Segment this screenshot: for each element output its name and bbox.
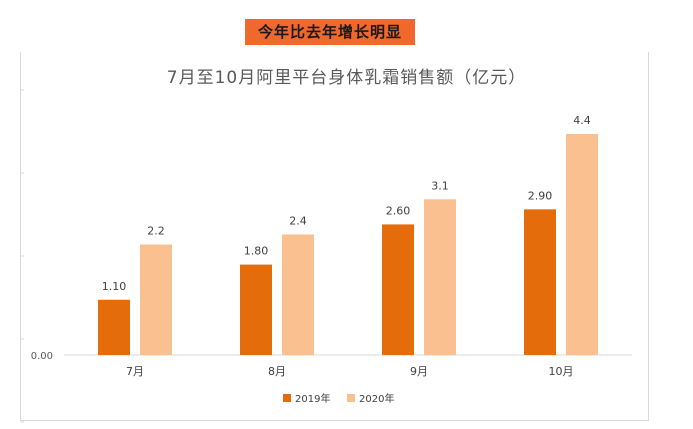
bar-2020-3 bbox=[566, 134, 598, 355]
headline-banner: 今年比去年增长明显 bbox=[245, 19, 415, 45]
data-label: 4.4 bbox=[573, 114, 591, 127]
category-label: 10月 bbox=[549, 365, 574, 378]
data-label: 3.1 bbox=[431, 179, 449, 192]
category-labels: 7月 8月 9月 10月 bbox=[126, 365, 574, 378]
bar-2020-2 bbox=[424, 199, 456, 355]
category-label: 7月 bbox=[126, 365, 144, 378]
legend-swatch bbox=[283, 394, 291, 402]
legend-label: 2020年 bbox=[359, 392, 394, 405]
data-label: 2.90 bbox=[528, 189, 553, 202]
bar-2019-1 bbox=[240, 264, 272, 355]
bar-2020-1 bbox=[282, 234, 314, 355]
data-label: 2.4 bbox=[289, 214, 307, 227]
chart-frame bbox=[20, 52, 649, 421]
legend-swatch bbox=[347, 394, 355, 402]
category-label: 9月 bbox=[410, 365, 428, 378]
chart-title: 7月至10月阿里平台身体乳霜销售额（亿元） bbox=[166, 68, 527, 88]
category-label: 8月 bbox=[268, 365, 286, 378]
data-label: 2.2 bbox=[147, 225, 165, 238]
data-label: 2.60 bbox=[386, 204, 411, 217]
bar-2019-2 bbox=[382, 224, 414, 355]
y-tick-label-zero: 0.00 bbox=[31, 351, 53, 362]
y-axis-ticks bbox=[20, 89, 24, 423]
bar-2019-3 bbox=[524, 209, 556, 355]
data-label: 1.10 bbox=[102, 280, 127, 293]
bar-2019-0 bbox=[98, 299, 130, 355]
data-label: 1.80 bbox=[244, 245, 269, 258]
data-labels: 1.10 2.2 1.80 2.4 2.60 3.1 2.90 4.4 bbox=[102, 114, 591, 293]
legend: 2019年 2020年 bbox=[283, 392, 394, 405]
bars bbox=[98, 134, 598, 355]
bar-2020-0 bbox=[140, 244, 172, 355]
legend-label: 2019年 bbox=[295, 392, 330, 405]
